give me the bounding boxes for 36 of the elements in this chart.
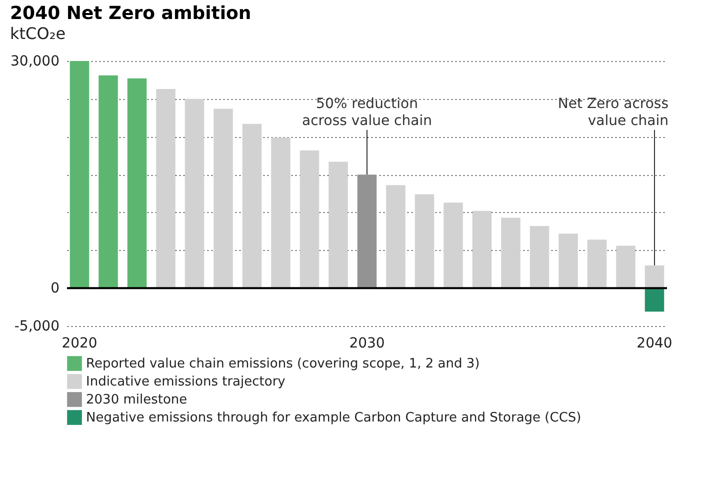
- legend-label: Negative emissions through for example Carbon Capture and Storage (CCS): [86, 410, 582, 426]
- bar: [472, 210, 492, 288]
- chart-title: 2040 Net Zero ambition: [10, 3, 252, 24]
- legend-label: Indicative emissions trajectory: [86, 374, 286, 390]
- bar: [127, 78, 147, 288]
- y-tick-label: -5,000: [14, 318, 60, 334]
- bar: [501, 218, 520, 288]
- y-tick-label: 0: [50, 280, 60, 297]
- bar: [616, 246, 636, 288]
- annotation: Net Zero across value chain: [558, 96, 668, 129]
- x-tick-label: 2030: [349, 336, 385, 352]
- bar: [587, 240, 607, 288]
- bar: [644, 288, 664, 312]
- chart-subtitle: ktCO₂e: [10, 24, 66, 43]
- x-tick-label: 2040: [636, 336, 672, 352]
- legend-label: Reported value chain emissions (covering scope, 1, 2 and 3): [86, 356, 480, 372]
- bar: [414, 194, 434, 288]
- x-tick-label: 2020: [62, 336, 98, 352]
- bar: [357, 174, 377, 288]
- bar: [558, 234, 578, 288]
- bar: [98, 75, 118, 288]
- bar: [214, 108, 233, 288]
- legend-label: 2030 milestone: [86, 392, 188, 408]
- bar: [530, 226, 550, 288]
- y-tick-label: 30,000: [10, 54, 60, 70]
- bar: [328, 162, 348, 288]
- bar: [271, 137, 290, 288]
- bar: [184, 98, 204, 288]
- bar: [644, 265, 664, 288]
- bar: [386, 185, 406, 288]
- bar: [444, 202, 463, 288]
- bar: [70, 61, 90, 288]
- annotation: 50% reduction across value chain: [302, 96, 432, 129]
- bar: [242, 124, 262, 288]
- bar: [156, 89, 176, 288]
- bar: [300, 150, 320, 288]
